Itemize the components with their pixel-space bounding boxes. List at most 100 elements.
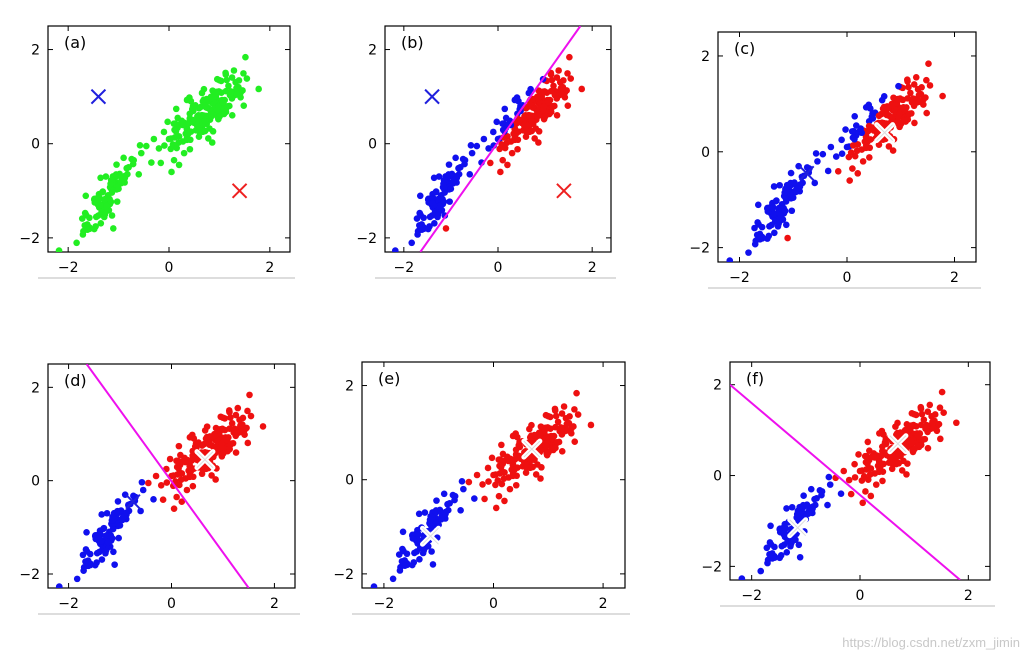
y-tick-label: −2: [333, 567, 354, 583]
data-point: [109, 513, 116, 521]
data-point: [498, 480, 506, 488]
data-point: [370, 583, 378, 588]
data-point: [228, 112, 236, 119]
data-point: [542, 424, 549, 432]
data-point: [189, 105, 197, 113]
data-point: [211, 432, 219, 439]
data-point: [545, 448, 552, 456]
data-point: [851, 152, 859, 160]
decision-boundary: [730, 383, 961, 580]
data-point: [468, 149, 476, 157]
data-point: [172, 128, 180, 135]
data-point: [396, 567, 404, 574]
data-point: [512, 430, 519, 437]
data-point: [84, 562, 92, 570]
data-point: [110, 548, 117, 556]
data-point: [912, 73, 920, 81]
data-point: [159, 496, 167, 504]
data-point: [188, 457, 195, 464]
watermark: https://blog.csdn.net/zxm_jimin: [842, 635, 1020, 650]
data-point: [392, 247, 399, 252]
data-point: [180, 149, 188, 157]
x-tick-label: −2: [58, 260, 79, 276]
data-point: [178, 498, 186, 505]
data-point: [227, 414, 234, 421]
data-point: [851, 460, 858, 468]
data-point: [452, 154, 459, 162]
centroid-marker: [556, 183, 572, 199]
data-point: [125, 163, 132, 171]
data-point: [520, 121, 528, 129]
data-point: [434, 213, 441, 221]
data-point: [842, 126, 849, 133]
centroid-outline: [789, 519, 807, 537]
data-point: [99, 188, 106, 196]
data-point: [851, 474, 859, 481]
data-point: [219, 450, 227, 457]
data-point: [933, 427, 941, 435]
y-tick-label: −2: [19, 567, 40, 583]
data-point: [536, 430, 544, 438]
data-point: [185, 120, 193, 127]
data-point: [230, 67, 238, 74]
data-point: [170, 120, 178, 127]
data-point: [843, 143, 851, 151]
centroid-outline: [523, 440, 541, 458]
data-point: [223, 102, 231, 110]
x-tick-label: −2: [394, 260, 415, 276]
data-point: [487, 159, 494, 167]
data-point: [499, 120, 506, 127]
data-point: [408, 239, 416, 247]
data-point: [872, 481, 880, 488]
data-point: [157, 159, 165, 167]
data-point: [465, 478, 473, 486]
data-point: [117, 178, 125, 185]
data-point: [173, 493, 180, 501]
data-point: [527, 85, 534, 93]
data-point: [55, 247, 63, 252]
data-point: [867, 492, 875, 500]
y-tick-label: 0: [368, 137, 377, 153]
data-point: [873, 129, 881, 137]
data-point: [888, 115, 896, 123]
data-point: [198, 470, 206, 478]
data-point: [204, 135, 212, 142]
data-point: [228, 95, 236, 102]
data-point: [150, 135, 158, 143]
data-point: [223, 76, 230, 84]
data-point: [222, 71, 230, 78]
data-point: [814, 158, 821, 165]
data-point: [513, 120, 520, 127]
data-point: [783, 549, 791, 556]
plot-area: [392, 26, 586, 252]
data-point: [117, 507, 125, 514]
data-point: [904, 116, 912, 123]
data-point: [500, 475, 508, 482]
data-point: [185, 130, 192, 137]
data-point: [228, 74, 236, 81]
data-point: [83, 548, 91, 555]
x-tick-label: 2: [964, 588, 973, 604]
data-point: [882, 438, 889, 446]
data-point: [500, 469, 507, 476]
data-point: [428, 548, 435, 555]
plot-area: [55, 53, 262, 252]
data-point: [104, 539, 112, 546]
data-point: [181, 454, 188, 462]
data-point: [851, 113, 859, 120]
data-point: [794, 507, 802, 515]
data-point: [937, 435, 944, 443]
data-point: [857, 125, 864, 132]
data-point: [545, 99, 552, 106]
data-point: [430, 174, 438, 182]
data-point: [848, 128, 856, 135]
data-point: [418, 226, 426, 233]
data-point: [232, 411, 240, 419]
data-point: [923, 109, 930, 117]
data-point: [119, 514, 126, 522]
x-tick-label: 2: [950, 270, 959, 286]
data-point: [528, 117, 536, 125]
data-point: [889, 147, 897, 154]
x-tick-label: −2: [58, 596, 79, 612]
data-point: [175, 161, 183, 169]
